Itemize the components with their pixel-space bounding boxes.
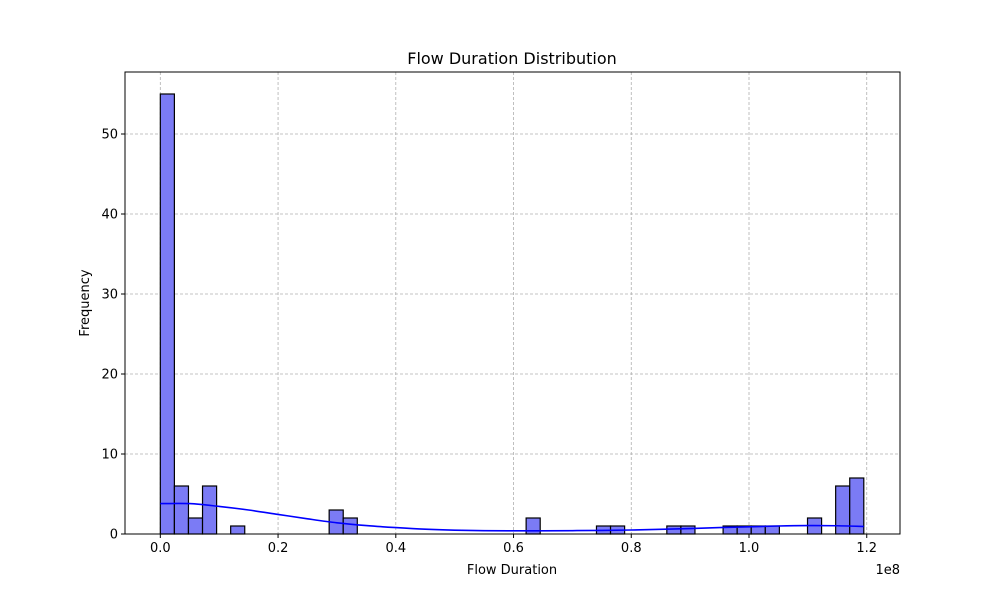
- y-tick-label: 30: [101, 288, 118, 303]
- y-axis-ticks: 0 10 20 30 40 50: [101, 128, 125, 543]
- y-tick-label: 50: [101, 128, 118, 143]
- histogram-bar: [187, 517, 204, 535]
- histogram-bar: [666, 525, 682, 535]
- y-tick-label: 40: [101, 208, 118, 223]
- plot-frame: [124, 71, 901, 535]
- x-tick-label: 0.4: [385, 541, 406, 556]
- x-tick-label: 1.2: [856, 541, 877, 556]
- histogram-bar: [173, 485, 190, 535]
- histogram-bar: [764, 525, 780, 535]
- y-tick-label: 20: [101, 368, 118, 383]
- x-tick-label: 0.6: [503, 541, 524, 556]
- grid: [125, 72, 900, 535]
- x-axis-offset-label: 1e8: [875, 563, 900, 578]
- x-axis-ticks: 0.0 0.2 0.4 0.6 0.8 1.0 1.2: [150, 534, 877, 556]
- histogram-bar: [680, 525, 696, 535]
- x-tick-label: 1.0: [739, 541, 760, 556]
- histogram-bar: [342, 517, 358, 535]
- kde-curve: [160, 502, 864, 532]
- x-tick-label: 0.8: [621, 541, 642, 556]
- kde-line: [160, 502, 864, 532]
- histogram-bars: [159, 93, 865, 535]
- x-tick-label: 0.0: [150, 541, 171, 556]
- x-tick-label: 0.2: [268, 541, 289, 556]
- histogram-bar: [159, 93, 175, 535]
- y-tick-label: 10: [101, 448, 118, 463]
- y-axis-label: Frequency: [78, 269, 93, 336]
- histogram-bar: [201, 485, 218, 535]
- chart-title: Flow Duration Distribution: [407, 49, 617, 68]
- histogram-bar: [230, 525, 246, 535]
- x-axis-label: Flow Duration: [467, 563, 557, 578]
- y-tick-label: 0: [110, 528, 118, 543]
- histogram-bar: [835, 485, 851, 535]
